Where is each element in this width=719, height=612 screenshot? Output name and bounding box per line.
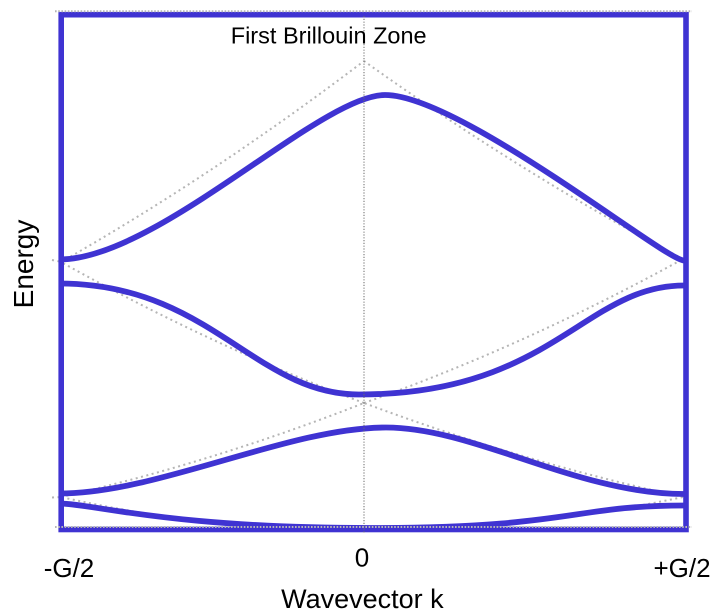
svg-text:Wavevector k: Wavevector k (281, 584, 444, 612)
svg-text:Energy: Energy (8, 220, 39, 309)
svg-text:First Brillouin Zone: First Brillouin Zone (231, 23, 427, 49)
svg-text:-G/2: -G/2 (44, 553, 95, 583)
svg-text:+G/2: +G/2 (653, 553, 710, 583)
svg-text:0: 0 (355, 543, 369, 573)
